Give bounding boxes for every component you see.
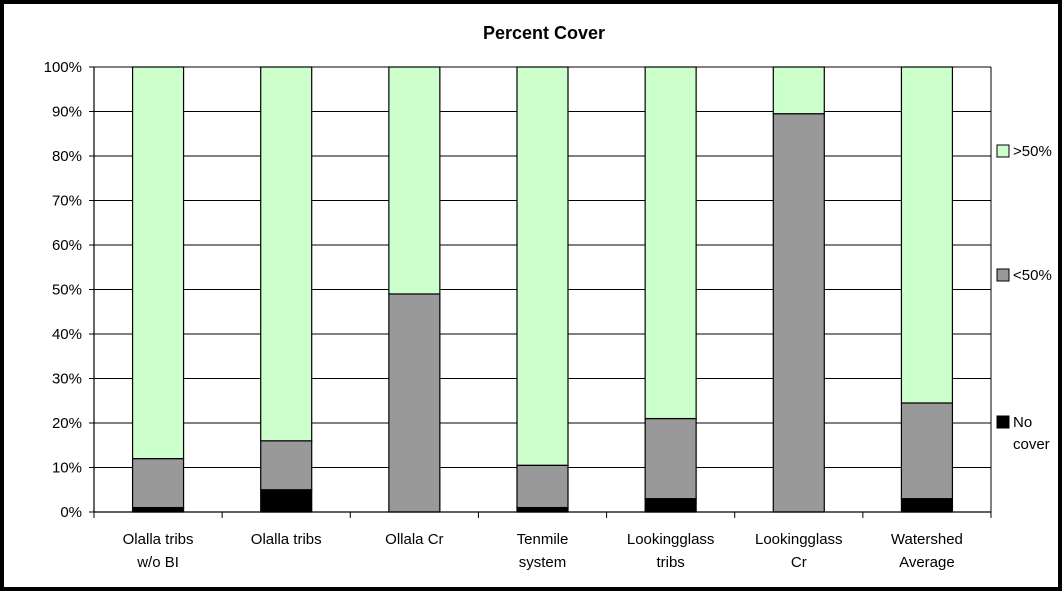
category-label: Tenmile xyxy=(517,531,569,548)
legend-label: >50% xyxy=(1013,143,1052,160)
y-tick-label: 40% xyxy=(52,326,82,343)
bar-segment xyxy=(516,506,569,513)
category-label: Cr xyxy=(791,554,807,571)
y-tick-label: 100% xyxy=(44,59,82,76)
axes xyxy=(89,66,992,518)
y-tick-label: 60% xyxy=(52,237,82,254)
category-labels: Olalla tribs w/o BI Olalla tribs Ollala Cr T… xyxy=(123,531,963,571)
category-label: Olalla tribs xyxy=(251,531,322,548)
bar-segment xyxy=(644,498,697,513)
legend-label: <50% xyxy=(1013,267,1052,284)
category-label: w/o BI xyxy=(136,554,179,571)
bar-segment xyxy=(644,417,697,500)
category-label: system xyxy=(519,554,567,571)
category-label: Lookingglass xyxy=(755,531,843,548)
category-label: Average xyxy=(899,554,955,571)
bar-segment xyxy=(772,66,825,115)
bar-segment xyxy=(388,293,441,513)
y-tick-label: 30% xyxy=(52,371,82,388)
bar-segment xyxy=(900,66,954,404)
category-label: Watershed xyxy=(891,531,963,548)
bar-segment xyxy=(260,489,313,513)
y-tick-label: 80% xyxy=(52,148,82,165)
percent-cover-chart: 0% 10% 20% 30% 40% 50% 60% 70% 80% 90% 100% Olalla… xyxy=(44,23,1052,571)
category-label: Ollala Cr xyxy=(385,531,443,548)
y-tick-label: 90% xyxy=(52,104,82,121)
category-label: Lookingglass xyxy=(627,531,715,548)
bar-segment xyxy=(644,66,697,420)
y-tick-label: 70% xyxy=(52,193,82,210)
bar-segment xyxy=(131,506,185,513)
bar-segment xyxy=(900,402,954,500)
y-tick-label: 0% xyxy=(60,504,82,521)
chart-title: Percent Cover xyxy=(483,23,605,43)
y-tick-label: 50% xyxy=(52,282,82,299)
bar-segment xyxy=(516,464,569,509)
category-label: tribs xyxy=(656,554,684,571)
y-tick-label: 10% xyxy=(52,460,82,477)
bar-segment xyxy=(131,66,185,460)
legend: No cover <50% >50% xyxy=(996,143,1052,453)
legend-label: No xyxy=(1013,414,1032,431)
y-tick-labels: 0% 10% 20% 30% 40% 50% 60% 70% 80% 90% 100% xyxy=(44,59,82,521)
bar-segment xyxy=(388,66,441,295)
bar-segment xyxy=(900,498,954,513)
bar-segment xyxy=(131,458,185,509)
legend-label: cover xyxy=(1013,436,1050,453)
bar-segment xyxy=(516,66,569,466)
bar-segment xyxy=(260,66,313,442)
legend-swatch xyxy=(996,144,1010,158)
legend-swatch xyxy=(996,268,1010,282)
bar-segment xyxy=(260,440,313,491)
bar-segment xyxy=(772,113,825,513)
bars xyxy=(131,66,954,513)
legend-swatch xyxy=(996,415,1010,429)
y-tick-label: 20% xyxy=(52,415,82,432)
category-label: Olalla tribs xyxy=(123,531,194,548)
